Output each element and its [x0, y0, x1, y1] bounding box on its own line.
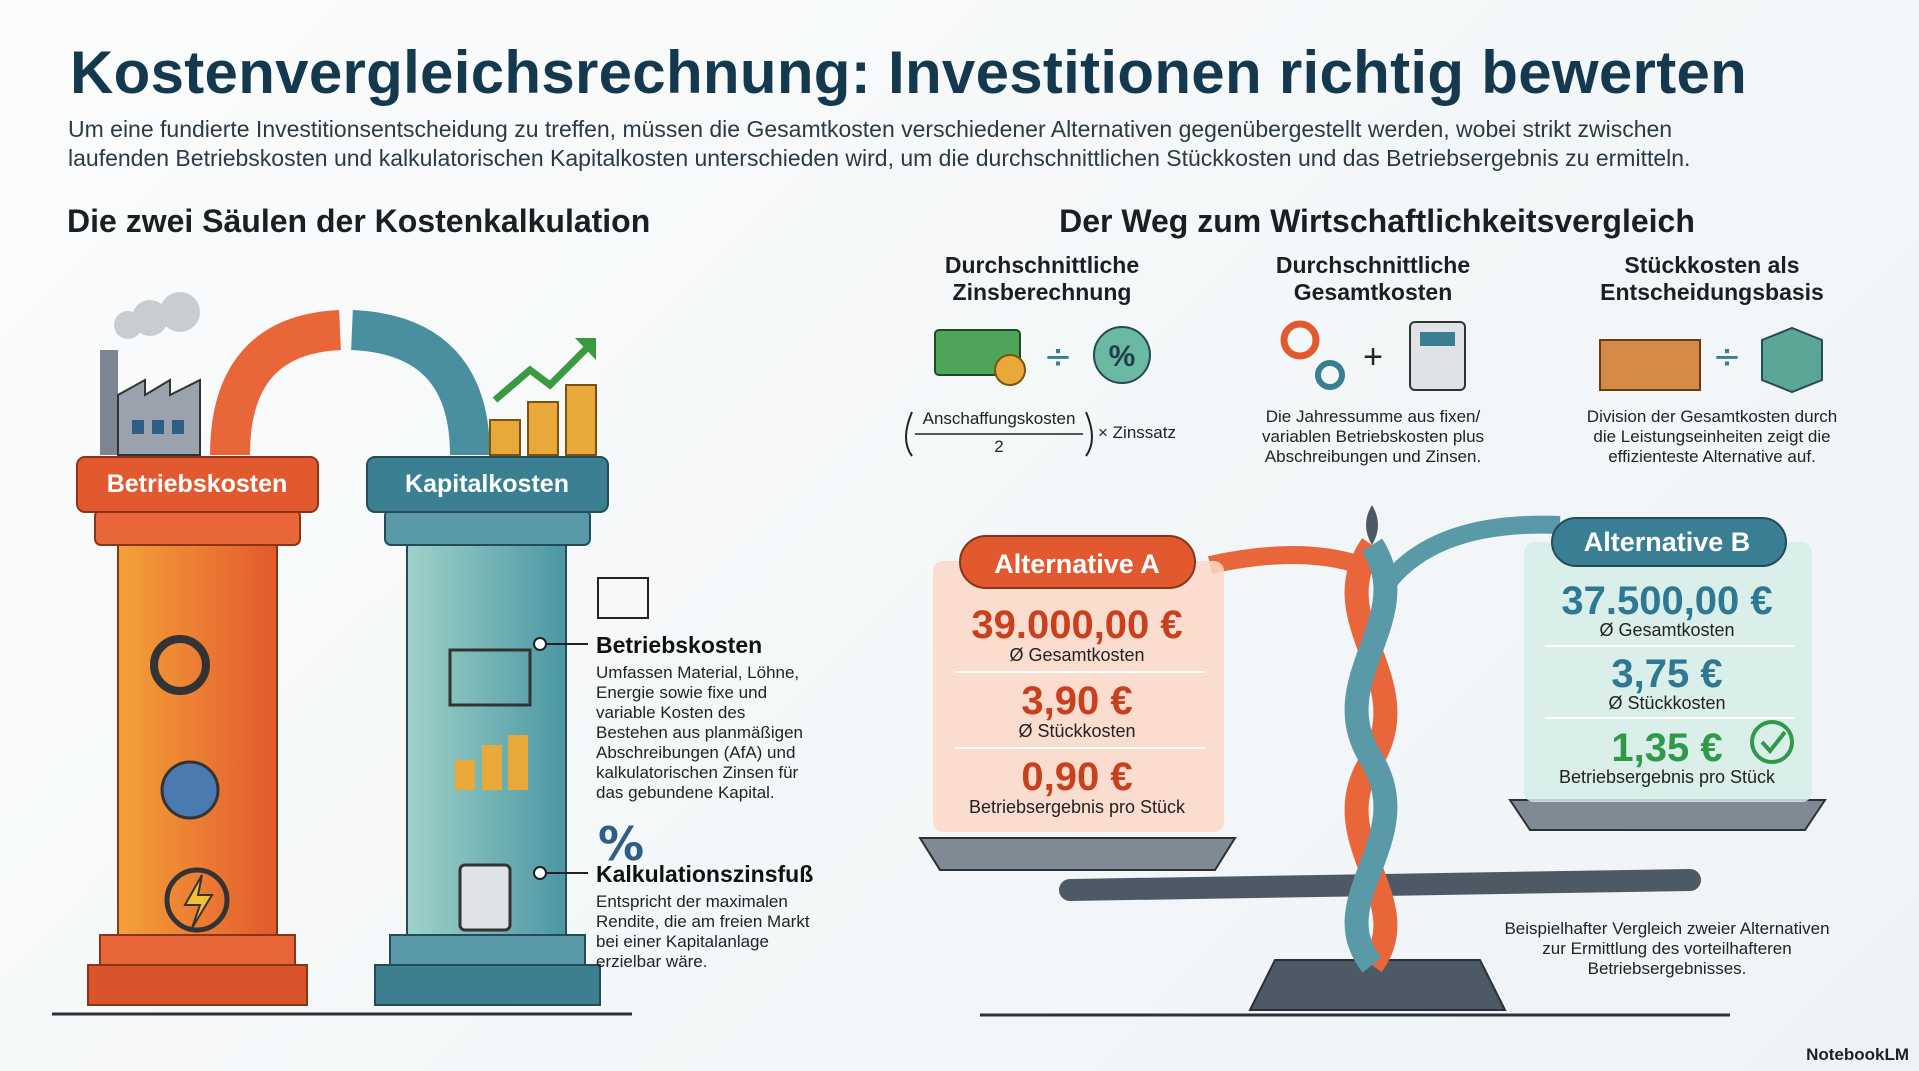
note-text: das gebundene Kapital.: [596, 783, 775, 802]
note-text: kalkulatorischen Zinsen für: [596, 763, 799, 782]
caption: Beispielhafter Vergleich zweier Alternat…: [1504, 919, 1830, 938]
note-text: Bestehen aus planmäßigen: [596, 723, 803, 742]
step-text: Division der Gesamtkosten durch: [1586, 407, 1838, 426]
step-text: variablen Betriebskosten plus: [1261, 427, 1485, 446]
step-title: Entscheidungsbasis: [1600, 279, 1824, 305]
subtitle-line: Um eine fundierte Investitionsentscheidu…: [68, 116, 1673, 142]
step-text: Abschreibungen und Zinsen.: [1264, 447, 1482, 466]
formula-factor: × Zinssatz: [1098, 423, 1176, 442]
metric-label: Ø Gesamtkosten: [1009, 645, 1145, 665]
pill-b: [1551, 517, 1787, 567]
check-icon: [1750, 720, 1794, 764]
pillar-kapitalkosten: [366, 456, 609, 1006]
step-title: Zinsberechnung: [952, 279, 1132, 305]
alternative-name: Alternative B: [1583, 527, 1751, 557]
note-text: Abschreibungen (AfA) und: [596, 743, 796, 762]
metric-label: Ø Stückkosten: [1018, 721, 1136, 741]
arch-orange: [210, 310, 342, 456]
box-dividers: [955, 645, 1795, 749]
pillar-label: Betriebskosten: [106, 470, 288, 498]
svg-text:÷: ÷: [1044, 337, 1073, 377]
note-text: Energie sowie fixe und: [596, 683, 768, 702]
caption: zur Ermittlung des vorteilhafteren: [1542, 939, 1792, 958]
metric-value: 39.000,00 €: [971, 603, 1183, 647]
formula-denominator: 2: [994, 437, 1004, 456]
step-title: Gesamtkosten: [1293, 279, 1453, 305]
svg-text:÷: ÷: [1713, 337, 1742, 377]
pillar-label: Kapitalkosten: [405, 470, 569, 498]
svg-text:%: %: [598, 817, 644, 871]
metric-value: 3,75 €: [1611, 652, 1723, 696]
note-title: Betriebskosten: [596, 632, 763, 658]
check-mark: [1760, 730, 1787, 755]
metric-label: Ø Gesamtkosten: [1599, 620, 1735, 640]
box-a: [933, 561, 1224, 832]
note-text: erzielbar wäre.: [596, 952, 708, 971]
step-text: die Leistungseinheiten zeigt die: [1593, 427, 1831, 446]
formula-numerator: Anschaffungskosten: [922, 409, 1076, 428]
caption: Betriebsergebnisses.: [1587, 959, 1747, 978]
step-text: effizienteste Alternative auf.: [1608, 447, 1816, 466]
metric-label: Betriebsergebnis pro Stück: [968, 797, 1186, 817]
note-text: Umfassen Material, Löhne,: [596, 663, 800, 682]
arch-teal: [350, 310, 490, 456]
svg-text:%: %: [1109, 340, 1136, 373]
note-connectors: %: [533, 577, 649, 880]
metric-label: Ø Stückkosten: [1608, 693, 1726, 713]
factory-icon: [100, 292, 201, 456]
metric-value: 1,35 €: [1611, 726, 1723, 770]
note-text: variable Kosten des: [596, 703, 746, 722]
coins-icon: [489, 338, 597, 456]
metric-value: 37.500,00 €: [1561, 579, 1773, 623]
step-title: Durchschnittliche: [944, 252, 1140, 278]
metric-label: Betriebsergebnis pro Stück: [1558, 767, 1776, 787]
alternative-name: Alternative A: [994, 549, 1160, 579]
note-text: Entspricht der maximalen: [596, 892, 788, 911]
pill-a: [959, 535, 1196, 589]
step-title: Durchschnittliche: [1275, 252, 1471, 278]
subtitle-line: laufenden Betriebskosten und kalkulatori…: [68, 145, 1691, 171]
metric-value: 0,90 €: [1021, 755, 1133, 799]
title: Kostenvergleichsrechnung: Investitionen …: [70, 39, 1748, 106]
step-text: Die Jahressumme aus fixen/: [1265, 407, 1481, 426]
note-text: bei einer Kapitalanlage: [596, 932, 769, 951]
note-text: Rendite, die am freien Markt: [596, 912, 810, 931]
step-title: Stückkosten als: [1624, 252, 1800, 278]
metric-value: 3,90 €: [1021, 679, 1133, 723]
note-title: Kalkulationszinsfuß: [596, 861, 814, 887]
section-heading: Die zwei Säulen der Kostenkalkulation: [67, 203, 651, 239]
brand: NotebookLM: [1806, 1045, 1909, 1064]
section-heading: Der Weg zum Wirtschaftlichkeitsvergleich: [1059, 203, 1695, 239]
step-icons: ÷ % + ÷: [905, 320, 1823, 457]
balance-scale: [918, 505, 1827, 1011]
box-b: [1524, 542, 1812, 802]
svg-text:+: +: [1363, 338, 1383, 376]
pillar-betriebskosten: [76, 456, 319, 1006]
